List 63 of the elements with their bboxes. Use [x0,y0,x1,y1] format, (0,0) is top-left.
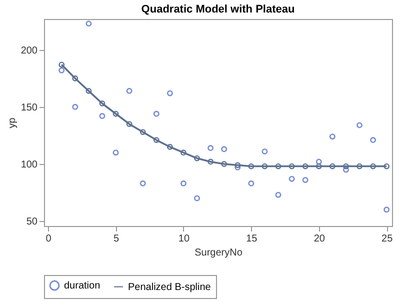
point [112,150,119,156]
point [86,20,92,27]
point [343,163,349,170]
point [208,158,214,165]
x-tick-label: 10 [178,234,190,244]
point [329,163,336,170]
point [208,145,214,152]
x-tick-label: 20 [314,234,326,244]
x-axis-title: SurgeryNo [194,248,243,258]
point [275,163,282,170]
point [72,104,78,110]
point [316,158,322,165]
point [356,163,362,170]
point [99,113,106,120]
point [262,148,268,154]
point [58,67,65,74]
point [302,163,308,170]
legend-label: duration [64,280,100,292]
point [112,110,119,117]
point [194,195,200,202]
point [72,75,78,82]
x-tick-label: 0 [46,234,52,244]
x-tick-label: 25 [382,234,394,244]
point [140,129,146,135]
y-tick-label: 150 [20,102,38,114]
point [248,180,254,186]
point [126,121,132,127]
point [166,144,173,150]
point [86,88,92,94]
point [288,176,295,182]
point [180,180,186,186]
x-tick-label: 15 [246,234,258,244]
point [275,192,282,198]
point [153,137,160,143]
point [370,137,376,144]
point [262,163,268,170]
point [153,110,160,117]
chart-title: Quadratic Model with Plateau [141,4,295,16]
point [342,166,349,173]
point [288,163,295,170]
x-tick-label: 5 [113,234,120,244]
point [370,163,376,170]
legend-label: Penalized B-spline [128,282,212,293]
point [99,100,106,106]
point [126,88,132,94]
point [194,155,200,162]
point [302,176,308,183]
point [180,150,186,156]
point [248,163,254,170]
point [140,180,146,186]
y-tick-label: 100 [20,160,38,171]
y-tick-label: 200 [20,45,38,56]
point [384,206,390,213]
point [166,90,173,96]
point [234,162,241,168]
point [356,122,362,128]
y-axis-title: yp [6,117,18,128]
point [329,134,336,140]
point [234,164,241,170]
point [316,163,322,170]
point [221,146,228,152]
point [221,161,228,167]
y-tick-label: 50 [26,216,38,228]
